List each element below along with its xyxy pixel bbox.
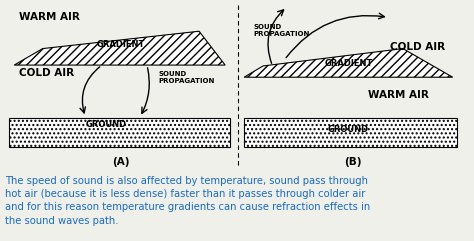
Text: GRADIENT: GRADIENT	[324, 59, 373, 68]
Text: SOUND
PROPAGATION: SOUND PROPAGATION	[254, 24, 310, 37]
Polygon shape	[244, 118, 457, 147]
Text: (A): (A)	[112, 157, 129, 167]
Text: (B): (B)	[345, 157, 362, 167]
Polygon shape	[14, 31, 225, 65]
Text: The speed of sound is also affected by temperature, sound pass through
hot air (: The speed of sound is also affected by t…	[5, 176, 370, 226]
Text: GROUND: GROUND	[86, 120, 127, 128]
Text: WARM AIR: WARM AIR	[368, 90, 428, 100]
Text: GRADIENT: GRADIENT	[97, 40, 145, 49]
Text: WARM AIR: WARM AIR	[19, 12, 80, 22]
Polygon shape	[9, 118, 230, 147]
Text: GROUND: GROUND	[328, 125, 369, 134]
Text: COLD AIR: COLD AIR	[19, 68, 74, 78]
Polygon shape	[244, 49, 453, 77]
Text: SOUND
PROPAGATION: SOUND PROPAGATION	[159, 71, 215, 84]
Text: COLD AIR: COLD AIR	[390, 42, 445, 52]
